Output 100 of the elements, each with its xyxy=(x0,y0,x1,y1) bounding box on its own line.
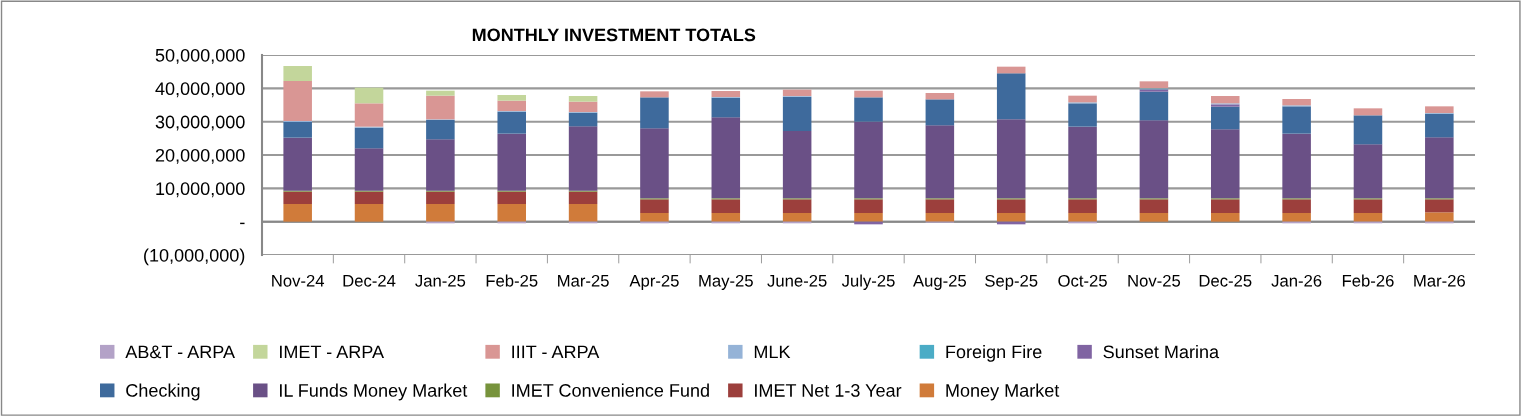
legend-label: Checking xyxy=(126,383,200,401)
legend-label: Money Market xyxy=(946,383,1060,401)
bar xyxy=(996,199,1026,213)
bar xyxy=(497,95,527,101)
bar xyxy=(283,122,312,138)
bar xyxy=(283,204,312,222)
bar xyxy=(1425,199,1454,213)
x-tick-label: July-25 xyxy=(841,274,895,290)
chart-title: MONTHLY INVESTMENT TOTALS xyxy=(472,28,756,42)
bar xyxy=(354,148,384,191)
bar xyxy=(1139,199,1169,213)
bar xyxy=(1425,212,1454,222)
bar xyxy=(640,128,669,199)
x-tick-label: Aug-25 xyxy=(913,274,967,290)
bar xyxy=(1425,106,1454,113)
bar xyxy=(1068,199,1097,213)
x-tick-label: Apr-25 xyxy=(629,274,679,290)
legend-label: MLK xyxy=(754,345,791,359)
legend-label: IMET Convenience Fund xyxy=(512,383,709,397)
y-tick-label: - xyxy=(240,222,245,225)
bar xyxy=(854,90,883,98)
bar xyxy=(1139,81,1169,89)
bar xyxy=(854,97,883,122)
bar xyxy=(711,199,741,213)
y-tick-label: 40,000,000 xyxy=(155,82,245,98)
x-tick-label: May-25 xyxy=(699,274,753,290)
bar xyxy=(1210,199,1240,213)
y-tick-label: 50,000,000 xyxy=(155,48,245,64)
bar xyxy=(1210,106,1240,130)
legend-label: IMET - ARPA xyxy=(280,345,385,359)
bar xyxy=(426,120,455,140)
y-tick-label: 10,000,000 xyxy=(156,182,245,198)
bar xyxy=(1210,129,1240,199)
bar xyxy=(1210,213,1240,222)
bar xyxy=(426,95,455,120)
x-tick-label: Mar-26 xyxy=(1414,274,1465,287)
bar xyxy=(283,191,312,204)
legend-label: AB&T - ARPA xyxy=(125,345,235,359)
bar xyxy=(1139,213,1169,222)
bar xyxy=(782,213,812,222)
bar xyxy=(354,103,384,127)
bar xyxy=(497,100,527,111)
y-tick-label: 20,000,000 xyxy=(155,148,245,164)
bar xyxy=(354,127,384,149)
bar xyxy=(1282,133,1311,199)
x-tick-label: Nov-25 xyxy=(1128,274,1181,287)
bar xyxy=(568,112,598,127)
bar xyxy=(426,191,455,204)
bar xyxy=(497,133,527,191)
bar xyxy=(782,89,812,96)
bar xyxy=(782,96,812,131)
bar xyxy=(568,204,598,222)
bar xyxy=(1353,213,1383,222)
bar xyxy=(568,191,598,204)
bar xyxy=(568,96,598,102)
bar xyxy=(1068,126,1097,199)
bar xyxy=(1425,113,1454,138)
x-tick-label: Dec-25 xyxy=(1199,274,1252,287)
bar xyxy=(1353,108,1383,116)
bar xyxy=(354,87,384,104)
bar xyxy=(640,91,669,98)
x-tick-label: Feb-26 xyxy=(1342,274,1394,287)
bar xyxy=(996,213,1026,222)
bar xyxy=(1353,144,1383,199)
bar xyxy=(283,137,312,191)
bar xyxy=(782,131,812,199)
bar xyxy=(782,199,812,213)
bar xyxy=(1425,137,1454,199)
legend-label: Sunset Marina xyxy=(1103,344,1220,359)
x-tick-label: Dec-24 xyxy=(343,274,396,287)
bar xyxy=(640,97,669,129)
bar xyxy=(711,213,741,222)
bar xyxy=(1353,115,1383,145)
bar xyxy=(640,213,669,222)
bar xyxy=(1210,96,1240,104)
bar xyxy=(925,213,955,222)
legend-label: IMET Net 1-3 Year xyxy=(755,384,902,397)
bar xyxy=(925,93,955,100)
y-tick-label: (10,000,000) xyxy=(144,248,245,266)
bar xyxy=(925,125,955,199)
bar xyxy=(354,204,384,222)
bar xyxy=(497,191,527,204)
bar xyxy=(1139,91,1169,121)
x-tick-label: Mar-25 xyxy=(558,274,609,287)
bar xyxy=(711,91,741,97)
bar xyxy=(568,101,598,112)
bar xyxy=(1282,99,1311,106)
bar xyxy=(711,117,741,199)
legend-label: IIIT - ARPA xyxy=(512,345,600,359)
bar xyxy=(568,126,598,191)
bar xyxy=(1282,199,1311,213)
bar xyxy=(996,119,1026,199)
y-tick-label: 30,000,000 xyxy=(155,115,245,131)
x-tick-label: Jan-25 xyxy=(415,274,466,287)
bar xyxy=(925,99,955,126)
bar xyxy=(854,199,883,213)
bar xyxy=(996,73,1026,120)
bar xyxy=(497,111,527,134)
x-tick-label: Jan-26 xyxy=(1271,274,1322,287)
bar xyxy=(1353,199,1383,213)
